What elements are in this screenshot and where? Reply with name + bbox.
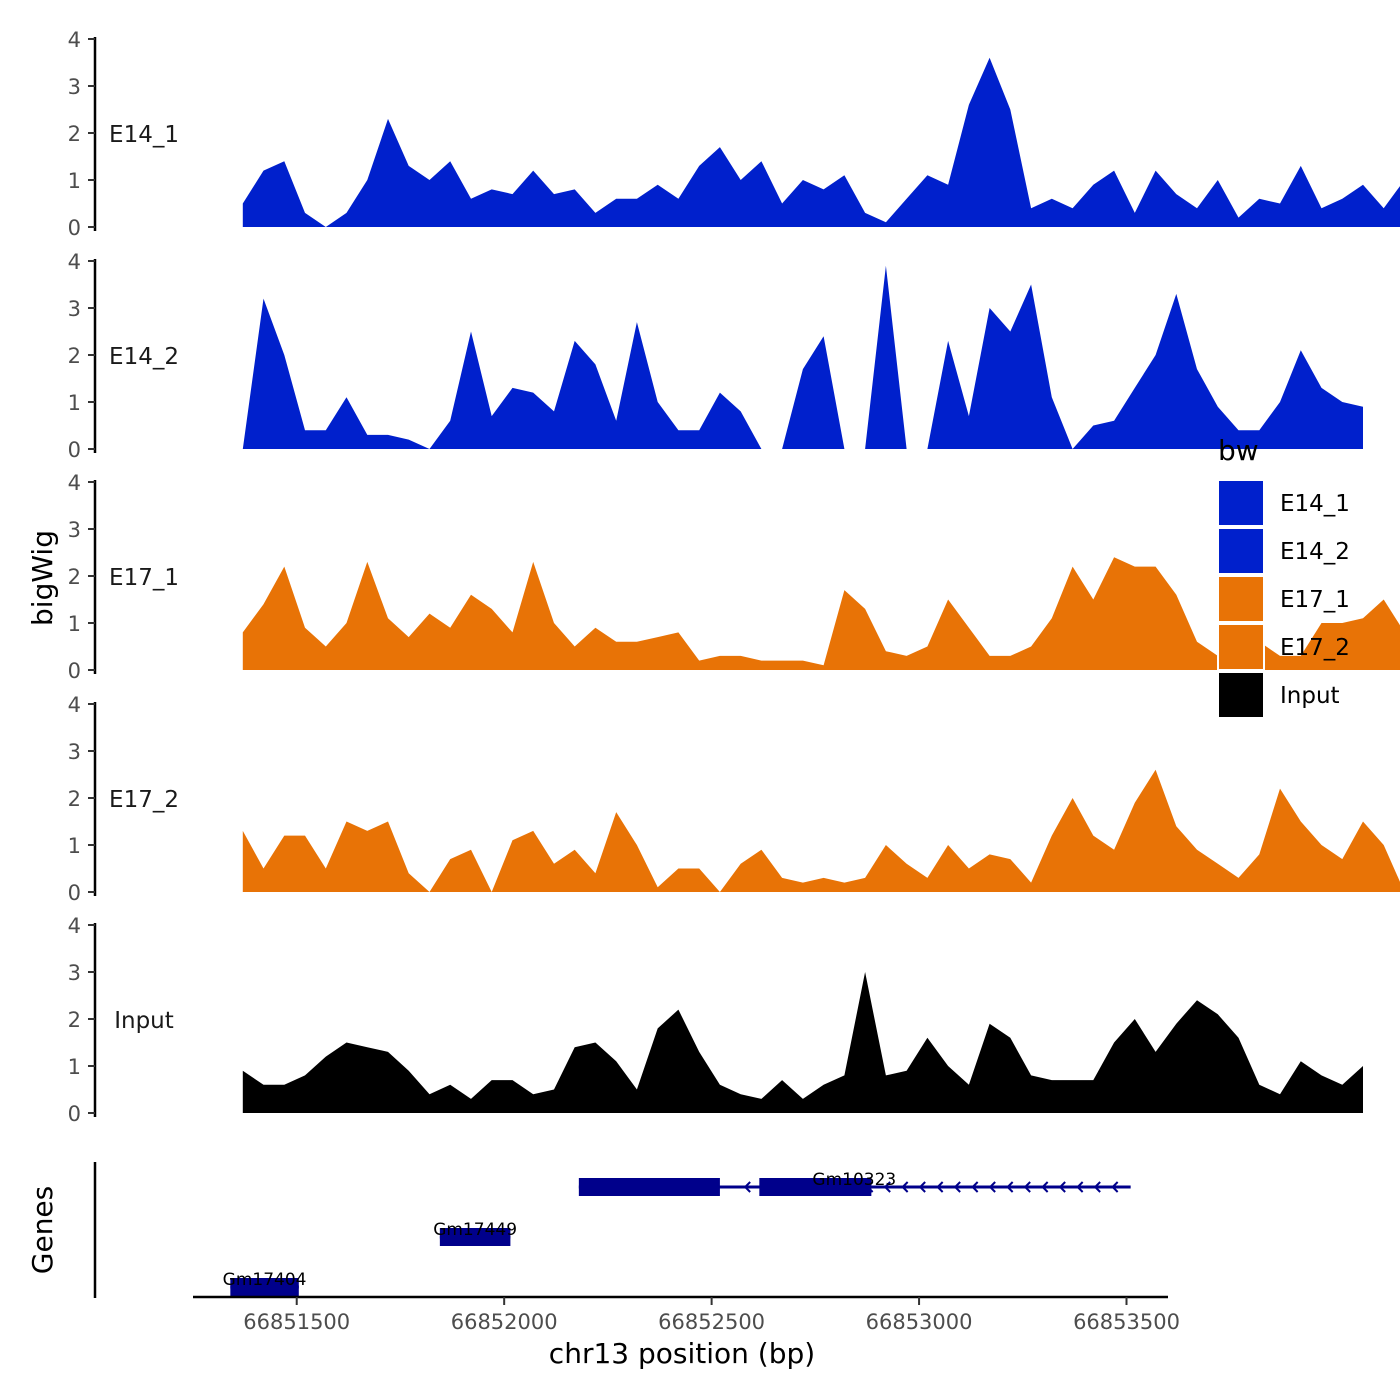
strand-arrow	[1006, 1181, 1014, 1193]
strand-arrow	[743, 1181, 751, 1193]
coverage-area-E17_2	[242, 769, 1400, 892]
x-tick-label: 66853500	[1073, 1310, 1180, 1334]
y-tick-label: 3	[68, 297, 81, 321]
strand-arrow	[901, 1181, 909, 1193]
legend-label: Input	[1280, 683, 1340, 709]
strand-arrow	[883, 1181, 891, 1193]
track-label: E14_1	[109, 122, 179, 148]
track-E17_2: 0 1 2 3 4 E17_2	[68, 693, 1400, 905]
bigwig-tracks: 0 1 2 3 4 E14_1 0 1 2 3 4 E14_2 0 1 2 3 4 E17_1 0 1 2 3 4 E17_2…	[68, 28, 1400, 1126]
gene-exon	[439, 1228, 511, 1246]
strand-arrow	[936, 1181, 944, 1193]
y-tick-label: 3	[68, 740, 81, 764]
y-tick-label: 4	[68, 914, 81, 938]
y-tick-label: 2	[68, 787, 81, 811]
legend-key-E14_1	[1217, 479, 1265, 527]
strand-arrow	[1041, 1181, 1049, 1193]
legend-label: E17_2	[1280, 635, 1350, 661]
x-tick-label: 66853000	[866, 1310, 973, 1334]
legend-key-E17_1	[1217, 575, 1265, 623]
x-tick-label: 66852500	[658, 1310, 765, 1334]
y-tick-label: 2	[68, 344, 81, 368]
gene-exon	[759, 1178, 872, 1196]
x-axis-title: chr13 position (bp)	[549, 1337, 815, 1370]
y-tick-label: 3	[68, 518, 81, 542]
legend-key-Input	[1217, 671, 1265, 719]
gene-Gm10323: Gm10323	[578, 1170, 1131, 1196]
track-E17_1: 0 1 2 3 4 E17_1	[68, 471, 1400, 683]
gene-label: Gm10323	[812, 1170, 896, 1190]
gene-Gm17404: Gm17404	[223, 1270, 307, 1296]
strand-arrow	[918, 1181, 926, 1193]
track-Input: 0 1 2 3 4 Input	[68, 914, 1363, 1126]
genes-axis-title: Genes	[26, 1186, 59, 1274]
y-axis-title: bigWig	[26, 530, 59, 626]
y-tick-label: 3	[68, 75, 81, 99]
coverage-area-E17_1	[242, 557, 1400, 670]
y-tick-label: 4	[68, 250, 81, 274]
coverage-area-Input	[242, 972, 1363, 1113]
legend-label: E14_1	[1280, 491, 1350, 517]
y-tick-label: 1	[68, 612, 81, 636]
y-tick-label: 0	[68, 216, 81, 240]
genes-track: Gm10323 Gm17449 Gm17404	[93, 1162, 1131, 1298]
strand-arrow	[1058, 1181, 1066, 1193]
track-label: Input	[114, 1008, 174, 1034]
track-label: E14_2	[109, 344, 179, 370]
legend-title: bw	[1218, 434, 1259, 467]
strand-arrow	[953, 1181, 961, 1193]
gene-exon	[230, 1278, 299, 1296]
legend-key-E14_2	[1217, 527, 1265, 575]
gene-Gm17449: Gm17449	[433, 1220, 517, 1246]
coverage-area-E14_1	[242, 57, 1400, 227]
strand-arrow	[1076, 1181, 1084, 1193]
y-tick-label: 4	[68, 471, 81, 495]
y-tick-label: 2	[68, 1008, 81, 1032]
strand-arrow	[971, 1181, 979, 1193]
coverage-area-E14_2	[242, 265, 1363, 449]
y-tick-label: 0	[68, 1102, 81, 1126]
y-tick-label: 2	[68, 565, 81, 589]
legend: bw E14_1 E14_2 E17_1 E17_2 Input	[1217, 434, 1350, 719]
track-E14_1: 0 1 2 3 4 E14_1	[68, 28, 1400, 240]
track-label: E17_2	[109, 787, 179, 813]
y-tick-label: 4	[68, 28, 81, 52]
strand-arrow	[1023, 1181, 1031, 1193]
strand-arrow	[988, 1181, 996, 1193]
y-tick-label: 1	[68, 1055, 81, 1079]
y-tick-label: 2	[68, 122, 81, 146]
x-axis: 66851500 66852000 66852500 66853000 66853500	[193, 1295, 1180, 1334]
y-tick-label: 4	[68, 693, 81, 717]
y-tick-label: 1	[68, 391, 81, 415]
strand-arrow	[1111, 1181, 1119, 1193]
track-E14_2: 0 1 2 3 4 E14_2	[68, 250, 1363, 462]
y-tick-label: 0	[68, 881, 81, 905]
x-tick-label: 66852000	[451, 1310, 558, 1334]
gene-label: Gm17449	[433, 1220, 517, 1240]
y-tick-label: 1	[68, 834, 81, 858]
y-tick-label: 0	[68, 438, 81, 462]
y-tick-label: 0	[68, 659, 81, 683]
y-tick-label: 1	[68, 169, 81, 193]
gene-label: Gm17404	[223, 1270, 307, 1290]
legend-label: E14_2	[1280, 539, 1350, 565]
legend-key-E17_2	[1217, 623, 1265, 671]
x-tick-label: 66851500	[243, 1310, 350, 1334]
gene-exon	[578, 1178, 720, 1196]
legend-label: E17_1	[1280, 587, 1350, 613]
y-tick-label: 3	[68, 961, 81, 985]
track-label: E17_1	[109, 565, 179, 591]
strand-arrow	[1093, 1181, 1101, 1193]
